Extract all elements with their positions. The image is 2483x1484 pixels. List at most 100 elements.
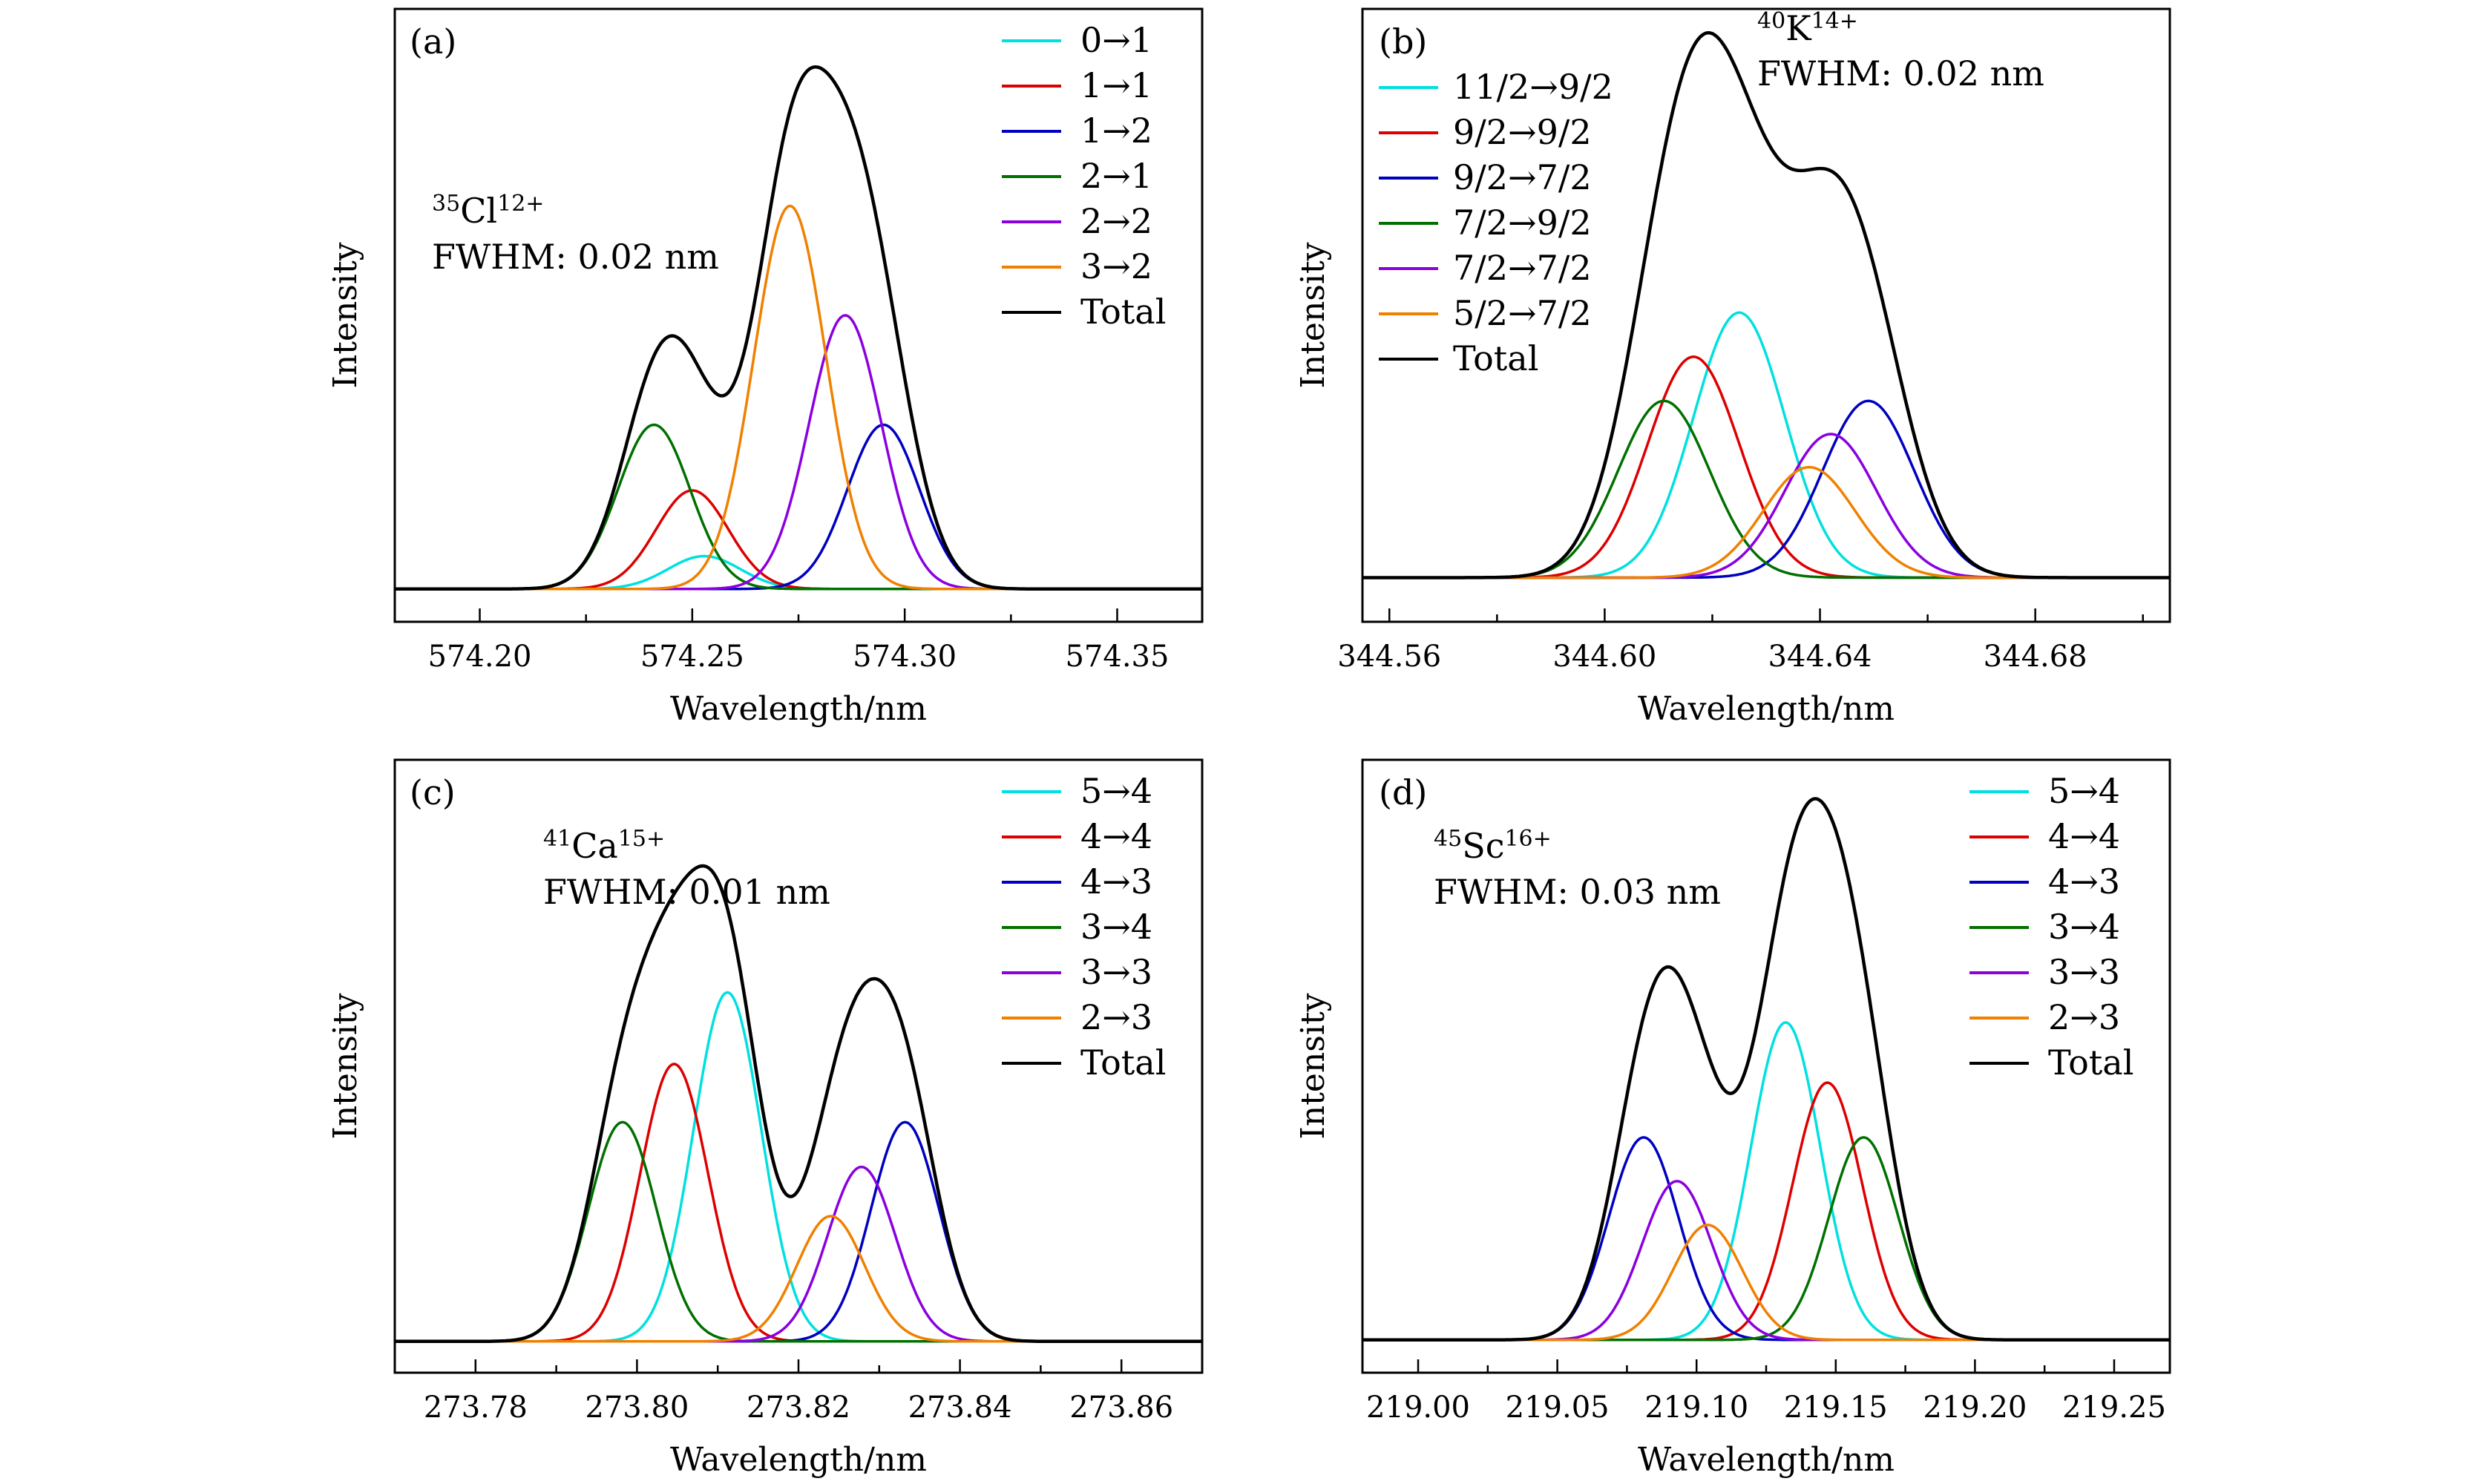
series-line-total	[394, 864, 1203, 1344]
legend-entry: 3→3	[1080, 952, 1152, 992]
x-tick-label: 273.80	[585, 1391, 689, 1425]
legend-entry: 2→3	[2048, 997, 2120, 1037]
panel-c: 273.78 273.80 273.82 273.84 273.86 Wavelength…	[327, 758, 1204, 1479]
x-axis-label: Wavelength/nm	[1638, 1441, 1895, 1479]
series-line-3-4	[1362, 1136, 2170, 1342]
legend-entry: Total	[1080, 292, 1166, 332]
isotope-mass: 40	[1757, 8, 1785, 34]
panel-label: (d)	[1379, 772, 1427, 812]
series-line-7-2-9-2	[1362, 399, 2170, 580]
x-tick-label: 574.20	[428, 640, 532, 674]
series-line-2-3	[395, 1215, 1202, 1343]
legend-entry: 3→4	[2048, 907, 2120, 947]
series-line-1-1	[395, 489, 1202, 591]
legend-entry: 0→1	[1080, 20, 1152, 60]
charge-state: 14+	[1811, 8, 1858, 34]
x-tick-label: 219.05	[1506, 1391, 1610, 1425]
series-line-9-2-9-2	[1362, 355, 2170, 580]
series-line-total	[1362, 30, 2171, 580]
fwhm-annotation: FWHM: 0.02 nm	[1757, 53, 2044, 93]
x-tick-label: 344.64	[1768, 640, 1872, 674]
x-tick-label: 273.84	[908, 1391, 1012, 1425]
series-line-9-2-7-2	[1362, 399, 2170, 580]
ion-annotation: 35Cl12+	[432, 191, 544, 231]
x-tick-label: 219.20	[1923, 1391, 2027, 1425]
x-tick-label: 574.25	[640, 640, 744, 674]
isotope-mass: 41	[543, 826, 571, 852]
charge-state: 15+	[618, 826, 665, 852]
x-axis-label: Wavelength/nm	[1638, 690, 1895, 728]
series-line-4-4	[1362, 1081, 2170, 1342]
element-symbol: Sc	[1462, 826, 1504, 866]
x-tick-label: 219.00	[1366, 1391, 1470, 1425]
fwhm-annotation: FWHM: 0.01 nm	[543, 872, 830, 912]
legend-entry: 4→4	[2048, 816, 2120, 856]
element-symbol: Cl	[460, 191, 497, 231]
legend-entry: 2→3	[1080, 997, 1152, 1037]
legend-entry: 3→4	[1080, 907, 1152, 947]
y-axis-label: Intensity	[327, 242, 364, 388]
legend-entry: Total	[1453, 338, 1538, 378]
isotope-mass: 45	[1434, 826, 1462, 852]
y-axis-label: Intensity	[327, 993, 364, 1139]
x-tick-label: 219.15	[1784, 1391, 1888, 1425]
x-tick-label: 574.35	[1065, 640, 1169, 674]
panel-label: (c)	[410, 772, 456, 812]
plot-frame	[1361, 7, 2171, 623]
fwhm-annotation: FWHM: 0.03 nm	[1434, 872, 1721, 912]
series-line-total	[394, 65, 1203, 591]
x-tick-label: 219.25	[2062, 1391, 2166, 1425]
series-line-3-3	[395, 1165, 1202, 1343]
panel-a: 574.20 574.25 574.30 574.35 Wavelength/nm Int…	[327, 7, 1204, 728]
legend: 11/2→9/2 9/2→9/2 9/2→7/2 7/2→9/2 7/2→7/2 5/2→…	[1379, 67, 1613, 378]
ion-annotation: 41Ca15+	[543, 826, 665, 866]
charge-state: 16+	[1504, 826, 1551, 852]
series-line-0-1	[395, 554, 1202, 591]
x-tick-label: 219.10	[1644, 1391, 1748, 1425]
legend-entry: 1→2	[1080, 111, 1152, 151]
fwhm-annotation: FWHM: 0.02 nm	[432, 237, 719, 277]
element-symbol: K	[1785, 8, 1812, 48]
y-axis-label: Intensity	[1294, 242, 1332, 388]
x-axis-label: Wavelength/nm	[670, 690, 927, 728]
legend-entry: 4→3	[2048, 861, 2120, 902]
legend-entry: 4→4	[1080, 816, 1152, 856]
series-line-3-3	[1362, 1180, 2170, 1342]
legend-entry: Total	[1080, 1043, 1166, 1083]
legend-entry: 9/2→7/2	[1453, 157, 1592, 197]
series-line-1-2	[395, 423, 1202, 591]
x-tick-label: 273.86	[1069, 1391, 1173, 1425]
legend-entry: 5→4	[1080, 771, 1152, 811]
panel-label: (b)	[1379, 22, 1427, 62]
legend-entry: 7/2→9/2	[1453, 203, 1592, 243]
legend-entry: 2→2	[1080, 201, 1152, 241]
legend-entry: 2→1	[1080, 156, 1152, 196]
legend-entry: 3→3	[2048, 952, 2120, 992]
y-axis-label: Intensity	[1294, 993, 1332, 1139]
legend: 5→4 4→4 4→3 3→4 3→3 2→3 Total	[1969, 771, 2133, 1083]
isotope-mass: 35	[432, 191, 460, 217]
legend-entry: 9/2→9/2	[1453, 112, 1592, 152]
panel-d: 219.00 219.05 219.10 219.15 219.20 219.25 Wave…	[1294, 758, 2171, 1479]
x-tick-label: 344.60	[1552, 640, 1656, 674]
charge-state: 12+	[497, 191, 544, 217]
series-line-2-2	[395, 314, 1202, 591]
series-line-2-1	[395, 423, 1202, 591]
x-tick-label: 574.30	[853, 640, 957, 674]
legend-entry: 1→1	[1080, 65, 1152, 105]
ion-annotation: 45Sc16+	[1434, 826, 1552, 866]
legend-entry: 4→3	[1080, 861, 1152, 902]
element-symbol: Ca	[571, 826, 618, 866]
panel-b: 344.56 344.60 344.64 344.68 Wavelength/nm Int…	[1294, 7, 2171, 728]
legend-entry: 11/2→9/2	[1453, 67, 1613, 107]
x-tick-label: 344.56	[1337, 640, 1441, 674]
panel-label: (a)	[410, 22, 456, 62]
x-tick-label: 344.68	[1984, 640, 2087, 674]
legend-entry: 5→4	[2048, 771, 2120, 811]
legend: 5→4 4→4 4→3 3→4 3→3 2→3 Total	[1002, 771, 1166, 1083]
series-line-total	[1362, 797, 2171, 1342]
legend-entry: 3→2	[1080, 246, 1152, 286]
legend: 0→1 1→1 1→2 2→1 2→2 3→2 Total	[1002, 20, 1166, 332]
